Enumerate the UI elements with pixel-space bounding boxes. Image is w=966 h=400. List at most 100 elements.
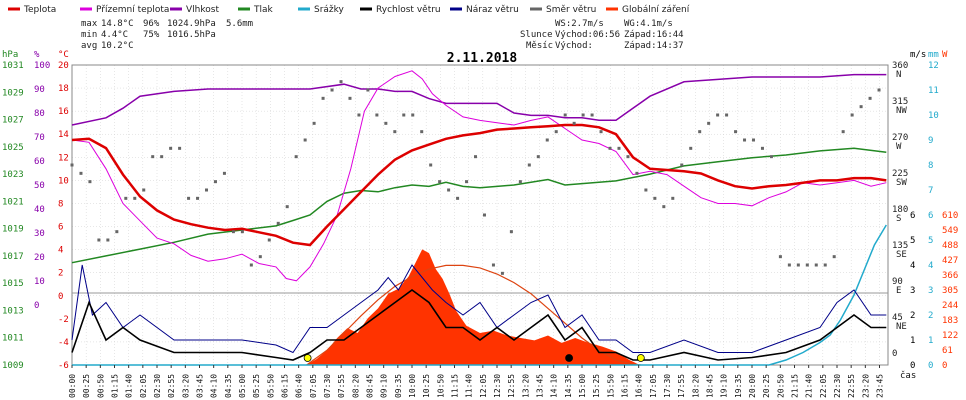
- x-tick-label: 21:40: [805, 374, 814, 398]
- marker-sunset: [636, 354, 645, 362]
- axis-wm2-tick: 366: [942, 271, 958, 281]
- stat-min-label: min: [81, 30, 97, 40]
- series-wind-direction-point: [402, 113, 406, 117]
- axis-ms-tick: 6: [910, 211, 915, 221]
- x-tick-label: 20:50: [776, 374, 785, 398]
- series-wind-direction-point: [725, 113, 729, 117]
- x-tick-label: 22:05: [819, 374, 828, 398]
- axis-pct-tick: 10: [34, 277, 45, 287]
- axis-wm2-tick: 549: [942, 226, 958, 236]
- series-wind-direction-point: [474, 155, 478, 159]
- stat-min-temp: 4.4°C: [101, 30, 128, 40]
- x-axis-label: čas: [900, 370, 916, 381]
- legend-label: Směr větru: [546, 5, 596, 15]
- series-wind-direction-point: [249, 263, 253, 267]
- series-wind-direction-point: [500, 271, 504, 275]
- x-tick-label: 08:45: [366, 374, 375, 398]
- series-wind-direction-point: [644, 188, 648, 192]
- x-tick-label: 22:55: [847, 374, 856, 398]
- x-tick-label: 08:20: [351, 374, 360, 398]
- series-wind-direction-point: [680, 163, 684, 167]
- x-tick-label: 10:50: [436, 374, 445, 398]
- axis-ms-tick: 3: [910, 286, 915, 296]
- x-tick-label: 22:30: [833, 374, 842, 398]
- series-wind-direction-point: [491, 263, 495, 267]
- marker-moonset: [565, 354, 573, 362]
- axis-degc-tick: 8: [58, 199, 63, 209]
- x-tick-label: 21:15: [791, 374, 800, 398]
- axis-pct-tick: 70: [34, 133, 45, 143]
- series-wind-direction-point: [357, 113, 361, 117]
- series-wind-direction-point: [213, 180, 217, 184]
- series-wind-direction-point: [348, 96, 352, 100]
- axis-wm2-tick: 0: [942, 361, 947, 371]
- series-wind-direction-point: [411, 113, 415, 117]
- axis-ms-tick: 5: [910, 236, 915, 246]
- series-wind-direction-point: [294, 155, 298, 159]
- series-wind-direction-point: [384, 121, 388, 125]
- x-axis: 00:00 00:25 00:50 01:15 01:40 02:05 02:30 02:55…: [68, 365, 885, 398]
- axis-hpa-tick: 1027: [2, 116, 24, 126]
- axis-hpa-tick: 1017: [2, 252, 24, 262]
- series-wind-direction-point: [70, 163, 74, 167]
- legend-label: Vlhkost: [186, 5, 219, 15]
- x-tick-label: 12:55: [507, 374, 516, 398]
- axis-dir-name: S: [896, 214, 901, 224]
- axis-hpa-label: hPa: [2, 50, 18, 60]
- series: [70, 70, 887, 366]
- series-ground-temperature: [71, 70, 887, 282]
- axis-mm-tick: 11: [928, 86, 939, 96]
- x-tick-label: 11:40: [465, 374, 474, 398]
- series-wind-direction-point: [151, 155, 155, 159]
- axis-dir-tick: 0: [892, 349, 897, 359]
- axis-mm-tick: 3: [928, 286, 933, 296]
- axis-degc-tick: 2: [58, 269, 63, 279]
- series-wind-direction-point: [393, 130, 397, 134]
- stat-avg-label: avg: [81, 41, 97, 51]
- legend: Teplota Přízemní teplota Vlhkost Tlak Srážky…: [8, 5, 690, 15]
- x-tick-label: 20:25: [762, 374, 771, 398]
- axis-pct-tick: 20: [34, 253, 45, 263]
- x-tick-label: 06:40: [295, 374, 304, 398]
- axis-degc-tick: 4: [58, 246, 63, 256]
- series-wind-direction-point: [465, 180, 469, 184]
- axis-ms-tick: 0: [910, 361, 915, 371]
- series-precipitation: [72, 224, 887, 366]
- series-wind-direction-point: [285, 205, 289, 209]
- x-tick-label: 15:25: [592, 374, 601, 398]
- x-tick-label: 16:40: [635, 374, 644, 398]
- axis-ms-label: m/s: [910, 50, 926, 60]
- series-wind-direction-point: [635, 171, 639, 175]
- axis-hpa-tick: 1019: [2, 225, 24, 235]
- x-tick-label: 10:25: [422, 374, 431, 398]
- series-wind-direction-point: [599, 130, 603, 134]
- series-wind-direction-point: [447, 188, 451, 192]
- series-wind-direction-point: [796, 263, 800, 267]
- x-tick-label: 15:50: [606, 374, 615, 398]
- axis-mm-tick: 9: [928, 136, 933, 146]
- series-wind-direction-point: [841, 130, 845, 134]
- axis-dir-name: NW: [896, 106, 907, 116]
- x-tick-label: 04:10: [210, 374, 219, 398]
- info-sun-label: Slunce: [520, 30, 553, 40]
- axis-wm2-tick: 61: [942, 346, 953, 356]
- axis-pct-tick: 0: [34, 301, 39, 311]
- series-wind-direction-point: [258, 255, 262, 259]
- axis-pct-tick: 30: [34, 229, 45, 239]
- x-tick-label: 02:05: [139, 374, 148, 398]
- axis-hpa-tick: 1021: [2, 197, 24, 207]
- axis-degc-tick: 14: [58, 130, 69, 140]
- axis-dir-name: NE: [896, 322, 907, 332]
- series-humidity: [71, 73, 887, 126]
- axis-degc-tick: 6: [58, 223, 63, 233]
- series-wind-direction-point: [312, 121, 316, 125]
- series-wind-direction-point: [429, 163, 433, 167]
- series-wind-gust: [71, 264, 887, 354]
- info-sun-rise: Východ:06:56: [555, 30, 620, 40]
- x-tick-label: 09:10: [380, 374, 389, 398]
- axis-dir-name: SW: [896, 178, 907, 188]
- series-wind-direction-point: [805, 263, 809, 267]
- axis-wm2-tick: 305: [942, 286, 958, 296]
- series-wind-direction-point: [456, 196, 460, 200]
